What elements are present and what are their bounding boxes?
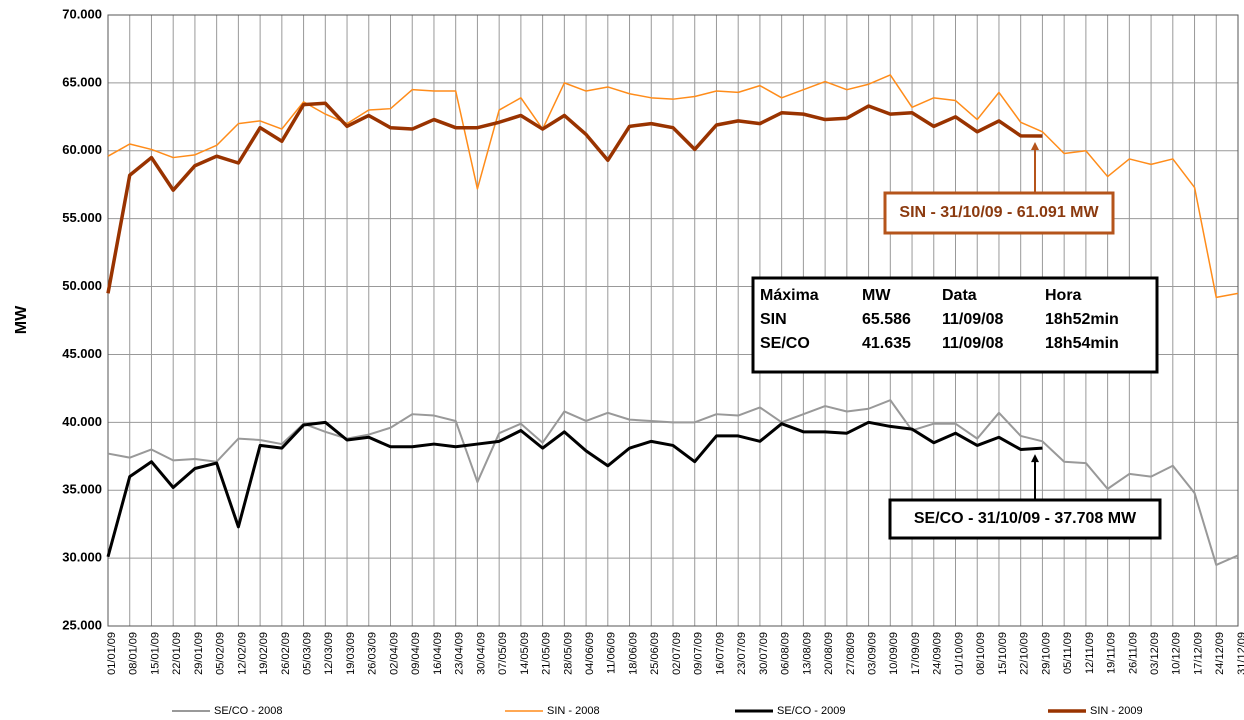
x-tick-label: 03/12/09 <box>1149 632 1161 675</box>
x-tick-label: 03/09/09 <box>866 632 878 675</box>
x-tick-label: 30/04/09 <box>475 632 487 675</box>
summary-cell: 18h52min <box>1045 311 1119 328</box>
legend-label: SIN - 2008 <box>547 705 600 717</box>
series-line <box>107 74 1239 299</box>
x-tick-label: 01/01/09 <box>106 632 118 675</box>
x-tick-label: 25/06/09 <box>649 632 661 675</box>
x-tick-label: 12/11/09 <box>1084 632 1096 674</box>
summary-cell: 11/09/08 <box>942 335 1004 352</box>
annotation-box <box>883 191 1115 235</box>
annotation-arrowhead <box>1031 141 1039 150</box>
summary-cell: Máxima <box>760 287 819 304</box>
summary-cell: MW <box>862 287 891 304</box>
x-tick-label: 21/05/09 <box>541 632 553 675</box>
y-tick-label: 65.000 <box>62 74 102 89</box>
x-tick-label: 12/02/09 <box>236 632 248 675</box>
y-tick-label: 45.000 <box>62 346 102 361</box>
summary-cell: Hora <box>1045 287 1082 304</box>
x-tick-label: 08/01/09 <box>128 632 140 675</box>
y-tick-label: 40.000 <box>62 414 102 429</box>
x-tick-label: 24/09/09 <box>932 632 944 675</box>
x-tick-label: 22/10/09 <box>1019 632 1031 675</box>
y-tick-label: 25.000 <box>62 617 102 632</box>
x-tick-label: 09/04/09 <box>410 632 422 675</box>
x-tick-label: 19/11/09 <box>1106 632 1118 674</box>
x-tick-label: 19/02/09 <box>258 632 270 675</box>
x-tick-label: 24/12/09 <box>1214 632 1226 675</box>
summary-box <box>751 276 1159 374</box>
annotation-arrowhead <box>1031 454 1039 463</box>
x-tick-label: 23/07/09 <box>736 632 748 675</box>
x-tick-label: 28/05/09 <box>562 632 574 675</box>
x-tick-label: 30/07/09 <box>758 632 770 675</box>
y-tick-label: 70.000 <box>62 6 102 21</box>
y-axis-label: MW <box>13 305 30 334</box>
x-tick-label: 17/09/09 <box>910 632 922 675</box>
y-tick-label: 55.000 <box>62 210 102 225</box>
legend-label: SE/CO - 2009 <box>777 705 845 717</box>
x-tick-label: 22/01/09 <box>171 632 183 675</box>
x-tick-label: 29/01/09 <box>193 632 205 675</box>
x-tick-label: 11/06/09 <box>606 632 618 674</box>
legend-label: SE/CO - 2008 <box>214 705 282 717</box>
x-tick-label: 14/05/09 <box>519 632 531 675</box>
x-tick-label: 29/10/09 <box>1040 632 1052 675</box>
x-tick-label: 18/06/09 <box>627 632 639 675</box>
summary-cell: SIN <box>760 311 787 328</box>
summary-cell: SE/CO <box>760 335 810 352</box>
x-tick-label: 26/11/09 <box>1127 632 1139 674</box>
summary-cell: Data <box>942 287 977 304</box>
x-tick-label: 10/12/09 <box>1171 632 1183 675</box>
x-tick-label: 17/12/09 <box>1192 632 1204 675</box>
x-tick-label: 10/09/09 <box>888 632 900 675</box>
x-tick-label: 31/12/09 <box>1236 632 1244 675</box>
x-tick-label: 08/10/09 <box>975 632 987 675</box>
y-tick-label: 50.000 <box>62 278 102 293</box>
series-line <box>107 399 1239 566</box>
x-tick-label: 05/11/09 <box>1062 632 1074 674</box>
series-line <box>106 101 1043 294</box>
summary-cell: 65.586 <box>862 311 911 328</box>
x-tick-label: 07/05/09 <box>497 632 509 675</box>
annotation-text: SIN - 31/10/09 - 61.091 MW <box>899 204 1099 221</box>
annotation-box <box>888 498 1162 540</box>
x-tick-label: 05/03/09 <box>301 632 313 675</box>
x-tick-label: 13/08/09 <box>801 632 813 675</box>
y-tick-label: 30.000 <box>62 550 102 565</box>
x-tick-label: 04/06/09 <box>584 632 596 675</box>
x-tick-label: 05/02/09 <box>215 632 227 675</box>
x-tick-label: 16/04/09 <box>432 632 444 675</box>
x-tick-label: 01/10/09 <box>953 632 965 675</box>
x-tick-label: 27/08/09 <box>845 632 857 675</box>
summary-cell: 18h54min <box>1045 335 1119 352</box>
x-tick-label: 26/02/09 <box>280 632 292 675</box>
x-tick-label: 09/07/09 <box>693 632 705 675</box>
series-line <box>106 420 1043 558</box>
y-tick-label: 60.000 <box>62 142 102 157</box>
x-tick-label: 15/01/09 <box>149 632 161 675</box>
x-tick-label: 12/03/09 <box>323 632 335 675</box>
annotation-text: SE/CO - 31/10/09 - 37.708 MW <box>914 510 1137 527</box>
y-tick-label: 35.000 <box>62 482 102 497</box>
x-tick-label: 06/08/09 <box>780 632 792 675</box>
legend-label: SIN - 2009 <box>1090 705 1143 717</box>
x-tick-label: 02/07/09 <box>671 632 683 675</box>
x-tick-label: 23/04/09 <box>454 632 466 675</box>
x-tick-label: 16/07/09 <box>714 632 726 675</box>
summary-cell: 41.635 <box>862 335 911 352</box>
x-tick-label: 26/03/09 <box>367 632 379 675</box>
summary-cell: 11/09/08 <box>942 311 1004 328</box>
plot-border <box>107 14 1239 627</box>
x-tick-label: 02/04/09 <box>388 632 400 675</box>
x-tick-label: 20/08/09 <box>823 632 835 675</box>
x-tick-label: 15/10/09 <box>997 632 1009 675</box>
x-tick-label: 19/03/09 <box>345 632 357 675</box>
